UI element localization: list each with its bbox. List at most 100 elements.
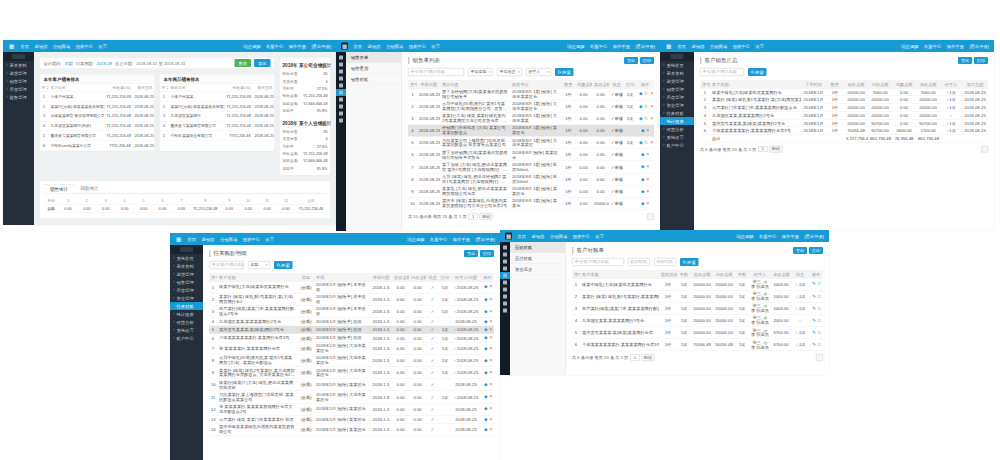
topbar-menu-item[interactable]: 设置 (431, 43, 440, 48)
red-icon[interactable]: × (490, 319, 493, 325)
topbar-menu-item[interactable]: 进销存 (35, 43, 48, 48)
red-icon[interactable]: × (490, 327, 493, 333)
search-input[interactable]: 单号/客户/商品名称 (572, 258, 624, 266)
table-row[interactable]: 2某某行(大连) 味菜某某食品有限公司¥1,255,256.482018-08-… (160, 101, 275, 111)
red-icon[interactable]: × (646, 152, 649, 158)
table-row[interactable]: 42018-08-25经销商门市部批发 (大连) 某某公司某某区配送点2018年… (408, 124, 654, 136)
sidebar-item[interactable]: ›系统首页 (660, 61, 694, 69)
submenu-item[interactable]: 应付对账 (510, 253, 566, 264)
copy-icon[interactable]: □ (818, 293, 821, 299)
sidebar-mini-item[interactable] (500, 272, 510, 279)
blue-icon[interactable]: ◆ (639, 103, 643, 109)
table-row[interactable]: 1味某中味乳(大连)味某批发某某商行仓1件1次20000.0020000.001… (572, 278, 823, 290)
search-input[interactable]: 单号/客户/商品名称 (700, 68, 744, 76)
blue-icon[interactable]: ◆ (639, 116, 643, 122)
filter-select[interactable]: 单据类型▾ (468, 68, 493, 76)
table-row[interactable]: 13小六某行 味菜 某某门市某某某某行 批发(余额)2018年1月 [销售] 某… (209, 415, 494, 423)
blue-icon[interactable]: ◆ (484, 309, 488, 315)
table-row[interactable]: 3九龙坡区某某商行¥1,255,256.482018-08-25 (160, 111, 275, 121)
search-input[interactable]: 单号/客户/商品名称 (209, 261, 244, 269)
edit-icon[interactable]: ✎ (812, 306, 816, 312)
edit-icon[interactable]: ✎ (812, 330, 816, 336)
search-button[interactable]: 搜索 (680, 258, 699, 266)
submenu-item[interactable]: 销售对账 (346, 74, 402, 85)
table-row[interactable]: 4重庆壹号某某商贸有限公司¥1,255,256.482018-08-25 (160, 121, 275, 131)
blue-icon[interactable]: ◆ (484, 358, 488, 364)
blue-icon[interactable]: ◆ (484, 427, 488, 433)
page-go-button[interactable]: 跳转 (769, 146, 782, 153)
submenu-item[interactable]: 销售退货 (346, 63, 402, 74)
filter-select[interactable]: 单据状态▾ (497, 68, 522, 76)
topbar-menu-item[interactable]: 进销存 (202, 236, 215, 241)
collapse-toggle-button[interactable] (180, 247, 193, 252)
scroll-top-button[interactable] (647, 213, 654, 220)
topbar-menu-item[interactable]: 进销存 (368, 43, 381, 48)
topbar-menu-item[interactable]: 进销存 (692, 43, 705, 48)
topbar-menu-item[interactable]: 分销商城 (220, 236, 237, 241)
org-icon[interactable]: ↻ (645, 140, 649, 146)
sidebar-mini-item[interactable] (336, 82, 346, 89)
date-field[interactable]: 起始时间 (628, 258, 650, 266)
edit-icon[interactable]: ✎ (812, 281, 816, 287)
blue-icon[interactable]: ◆ (484, 335, 488, 341)
table-row[interactable]: 2某某行 (味菜) 味乳系1号某某行,某(大连)商贸某某商行仓2018年1月1件… (700, 96, 988, 104)
topbar-menu-item[interactable]: 设置 (265, 236, 274, 241)
sidebar-item[interactable]: ›销售管理 (660, 85, 694, 93)
sidebar-item[interactable]: ›经营分析 (660, 125, 694, 133)
topbar-user-item[interactable]: 消息提醒 (736, 233, 753, 238)
table-row[interactable]: 4九龙坡区某某,某某某某商行2号仓2018年1月1件20000.0020000.… (700, 111, 988, 119)
table-row[interactable]: 金额0.000.000.000.000.000.000.00¥5,255,256… (44, 205, 327, 212)
sidebar-item[interactable]: ›系统首页 (170, 254, 203, 262)
table-row[interactable]: 1味某中味乳(大连)味某批发某某商行仓2018年1月1件20000.007000… (700, 88, 988, 96)
blue-icon[interactable]: ◆ (484, 416, 488, 422)
topbar-user-item[interactable]: 客服中心 (266, 43, 283, 48)
topbar-menu-item[interactable]: 首页 (21, 43, 30, 48)
sidebar-item[interactable]: ›库存管理 (170, 286, 203, 294)
topbar-user-item[interactable]: [退出登录] (804, 233, 824, 238)
topbar-menu-item[interactable]: 设置 (755, 43, 764, 48)
blue-icon[interactable]: ◆ (484, 284, 488, 290)
topbar-menu-item[interactable]: 首页 (518, 233, 527, 238)
org-icon[interactable]: ↻ (645, 116, 649, 122)
topbar-user-item[interactable]: 客服中心 (430, 236, 447, 241)
red-icon[interactable]: × (646, 164, 649, 170)
red-icon[interactable]: × (650, 103, 653, 109)
topbar-menu-item[interactable]: 报表中心 (409, 43, 426, 48)
tab-sales[interactable]: 销售统计 (44, 184, 75, 194)
sidebar-mini-item[interactable] (500, 279, 510, 286)
red-icon[interactable]: × (490, 416, 493, 422)
sidebar-mini-item[interactable] (336, 68, 346, 75)
table-row[interactable]: 5重庆壹号某某某,某(味菜)商行2号仓(余额)2018年1月 [销售单] 应收2… (209, 326, 494, 334)
sidebar-mini-item[interactable] (336, 117, 346, 124)
sidebar-item[interactable]: ›进货管理 (170, 270, 203, 278)
red-icon[interactable]: × (646, 188, 649, 194)
table-row[interactable]: 1个体户张某某¥1,255,256.482018-08-25 (160, 92, 275, 102)
copy-icon[interactable]: □ (818, 318, 821, 324)
table-row[interactable]: 1个体户张某某¥1,255,256.482018-08-25 (40, 92, 155, 102)
sidebar-mini-item[interactable] (500, 307, 510, 314)
filter-segment[interactable]: 本期 (64, 60, 72, 65)
print-button[interactable]: 打印 (809, 247, 823, 254)
topbar-menu-item[interactable]: 分销商城 (53, 43, 70, 48)
sidebar-item[interactable]: ›系统设置 (660, 133, 694, 141)
blue-icon[interactable]: ◆ (484, 296, 488, 302)
red-icon[interactable]: × (490, 335, 493, 341)
sidebar-item[interactable]: ›销售管理 (3, 77, 34, 85)
table-row[interactable]: 2某某行(大连) 味菜某某食品有限公司¥1,255,256.482018-08-… (40, 101, 155, 111)
scroll-top-button[interactable] (981, 146, 988, 153)
sidebar-item[interactable]: ›基本资料 (170, 262, 203, 270)
sidebar-mini-item[interactable] (336, 54, 346, 61)
search-button[interactable]: 搜索 (555, 68, 574, 76)
sidebar-mini-item[interactable] (500, 286, 510, 293)
red-icon[interactable]: × (646, 176, 649, 182)
submenu-item[interactable]: 销售开单 (346, 52, 402, 63)
sidebar-item[interactable]: ›库存管理 (660, 93, 694, 101)
sidebar-mini-item[interactable] (336, 103, 346, 110)
table-row[interactable]: 10味某行(味菜)7 (大连) 味乳,肥达达某某商贸批发部(余额)2018年1月… (209, 379, 494, 391)
red-icon[interactable]: × (490, 427, 493, 433)
table-row[interactable]: 72018-08-25某下水味 (大连) 味乳,肥达达某某商贸 重庆1号商贸 [… (408, 161, 654, 173)
table-row[interactable]: 12018-08-25蒙下水经销商(大连)某某食品贸易有限公司销售单2018年8… (408, 88, 654, 100)
filter-segment[interactable]: 2018-08 (97, 60, 112, 65)
filter-select[interactable]: 经手人▾ (526, 68, 551, 76)
red-icon[interactable]: × (650, 140, 653, 146)
